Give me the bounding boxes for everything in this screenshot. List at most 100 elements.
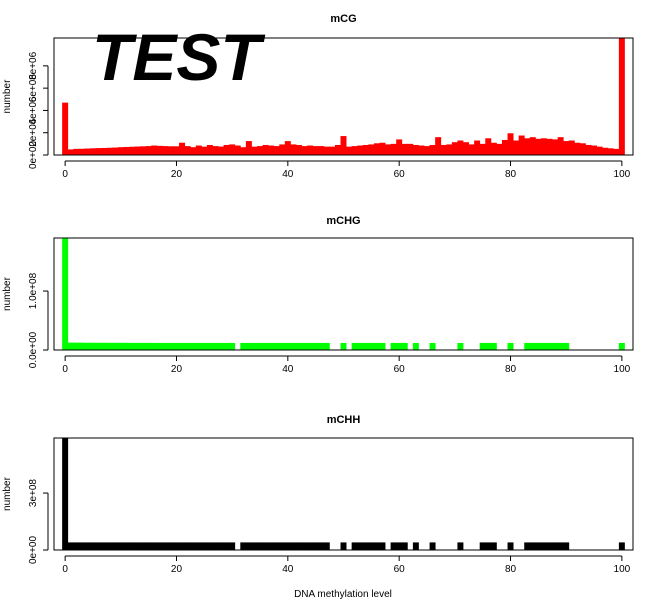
mCHG-bar: [84, 342, 91, 350]
mCHH-bar: [396, 542, 403, 550]
mCHG-bar: [379, 342, 386, 350]
mCHG-bar: [117, 342, 124, 350]
mCHG-bar: [223, 342, 230, 350]
mCHH-bar: [401, 542, 408, 550]
mCG-bar: [535, 138, 542, 155]
mCG-bar: [496, 143, 503, 155]
mCHG-bar: [618, 342, 625, 350]
mCG-bar: [195, 145, 202, 155]
x-axis-label: DNA methylation level: [294, 589, 392, 600]
mCG-bar: [435, 137, 442, 155]
mCHH-bar: [156, 542, 163, 550]
mCG-bar: [463, 142, 469, 155]
mCHG-bar: [201, 342, 208, 350]
mCG-bar: [418, 145, 425, 155]
mCHH-bar: [557, 542, 564, 550]
mCHH-bar: [429, 542, 436, 550]
mCG-bar: [373, 143, 380, 155]
mCG-bar: [474, 140, 481, 155]
mCHH-bar: [524, 542, 531, 550]
mCG-bar: [485, 138, 492, 155]
mCG-bar: [173, 146, 180, 155]
mCG-bar: [390, 143, 397, 155]
mCHH-bar: [201, 542, 208, 550]
mCHH-bar: [540, 542, 547, 550]
mCHG-bar: [307, 342, 314, 350]
mCG-bar: [140, 146, 147, 155]
mCHG-bar: [290, 342, 297, 350]
mCG-bar: [295, 144, 302, 155]
mCHH-bar: [84, 542, 91, 550]
mCHG-bar: [368, 342, 375, 350]
mCHG-bar: [184, 342, 191, 350]
mCHG-bar: [218, 342, 225, 350]
mCHG-bar: [485, 342, 492, 350]
mCG-bar: [201, 146, 208, 155]
mCHG-bar: [540, 342, 547, 350]
mCHH-bar: [179, 542, 186, 550]
mCG-bar: [568, 140, 575, 155]
mCHH-bar: [78, 542, 85, 550]
mCHG-bar: [563, 342, 570, 350]
mCHH-bar: [507, 542, 514, 550]
mCHH-bar: [373, 542, 380, 550]
mCG-bar: [301, 146, 308, 155]
mCHH-bar: [206, 542, 213, 550]
mCHG-bar: [396, 342, 403, 350]
mCHG-x-tick-label: 100: [614, 364, 631, 375]
mCG-bar: [362, 144, 369, 155]
mCG-bar: [279, 144, 286, 155]
mCHH-bar: [479, 542, 486, 550]
mCHH-bar: [379, 542, 386, 550]
mCHH-bar: [552, 542, 559, 550]
mCHG-bar: [123, 342, 130, 350]
mCHH-bar: [195, 542, 202, 550]
mCHH-bar: [128, 542, 135, 550]
mCHH-bar: [301, 542, 308, 550]
mCHH-bar: [357, 542, 364, 550]
mCG-bar: [190, 147, 197, 155]
mCG-bar: [357, 145, 364, 155]
mCG-x-tick-label: 80: [505, 169, 517, 180]
mCHG-bar: [529, 342, 536, 350]
mCHH-bar: [251, 542, 258, 550]
mCHH-bar: [73, 542, 80, 550]
mCHG-bar: [212, 342, 219, 350]
mCHG-bar: [73, 342, 80, 350]
mCHG-bar: [524, 342, 531, 350]
mCHG-bar: [78, 342, 85, 350]
mCG-bar: [245, 141, 252, 155]
mCHH-bar: [457, 542, 464, 550]
mCG-bar: [184, 146, 191, 155]
mCG-panel: mCG 0 20 40 60 80 100 0e+002e+064e+066e+068e+06…: [2, 13, 634, 180]
mCHH-bar: [229, 542, 236, 550]
mCHH-bar: [323, 542, 330, 550]
mCG-bar: [451, 142, 458, 155]
mCHG-bar: [106, 342, 113, 350]
mCHH-bar: [546, 542, 553, 550]
mCG-bar: [529, 137, 536, 155]
mCG-bar: [507, 133, 514, 155]
mCG-bar: [240, 147, 247, 155]
mCHH-bar: [485, 542, 492, 550]
mCG-bar: [579, 143, 586, 155]
mCG-bar: [401, 143, 408, 155]
mCG-bar: [134, 146, 141, 155]
mCHG-bar: [195, 342, 202, 350]
mCHH-bar: [279, 542, 286, 550]
mCG-bar: [340, 136, 347, 155]
mCHH-bar: [245, 542, 252, 550]
mCHH-bar: [134, 542, 141, 550]
mCG-bar: [557, 137, 564, 155]
mCHG-bar: [67, 342, 74, 350]
mCG-bar: [618, 38, 625, 155]
mCG-bar: [206, 144, 213, 155]
mCHG-bar: [301, 342, 308, 350]
mCHH-plot-frame: [53, 437, 634, 551]
mCHG-bar: [268, 342, 275, 350]
mCHH-bar: [62, 438, 69, 550]
mCHH-panel: mCHH 0 20 40 60 80 100 0e+00 3e+08 number: [2, 414, 634, 575]
mCHH-x-tick-label: 0: [62, 564, 68, 575]
mCG-bar: [446, 144, 453, 155]
mCG-bar: [429, 144, 436, 155]
